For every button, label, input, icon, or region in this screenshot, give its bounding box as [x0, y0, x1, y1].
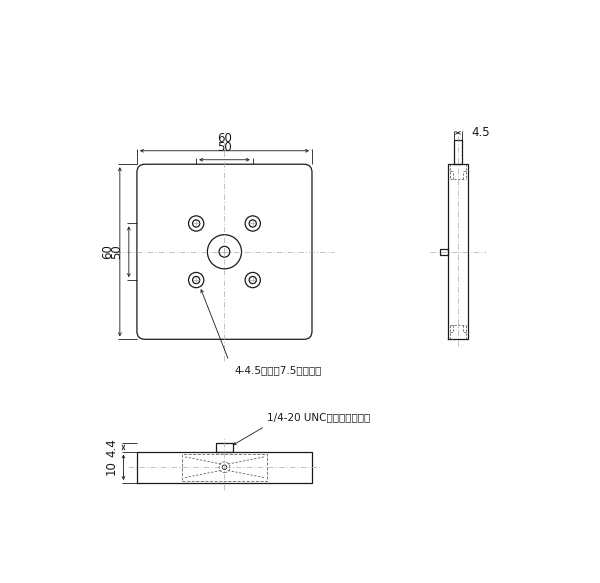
Text: 50: 50: [217, 141, 232, 154]
Text: 50: 50: [110, 244, 124, 259]
Text: 4.4: 4.4: [105, 438, 118, 457]
Text: 4-4.5キリ，7.5深ザグリ: 4-4.5キリ，7.5深ザグリ: [235, 366, 322, 375]
Text: 60: 60: [101, 244, 115, 259]
Text: 1/4-20 UNC（カメラねじ）: 1/4-20 UNC（カメラねじ）: [267, 412, 370, 422]
Text: 10: 10: [105, 460, 118, 475]
Text: 60: 60: [217, 132, 232, 145]
Bar: [440, 249, 448, 255]
Text: 4.5: 4.5: [472, 127, 490, 139]
